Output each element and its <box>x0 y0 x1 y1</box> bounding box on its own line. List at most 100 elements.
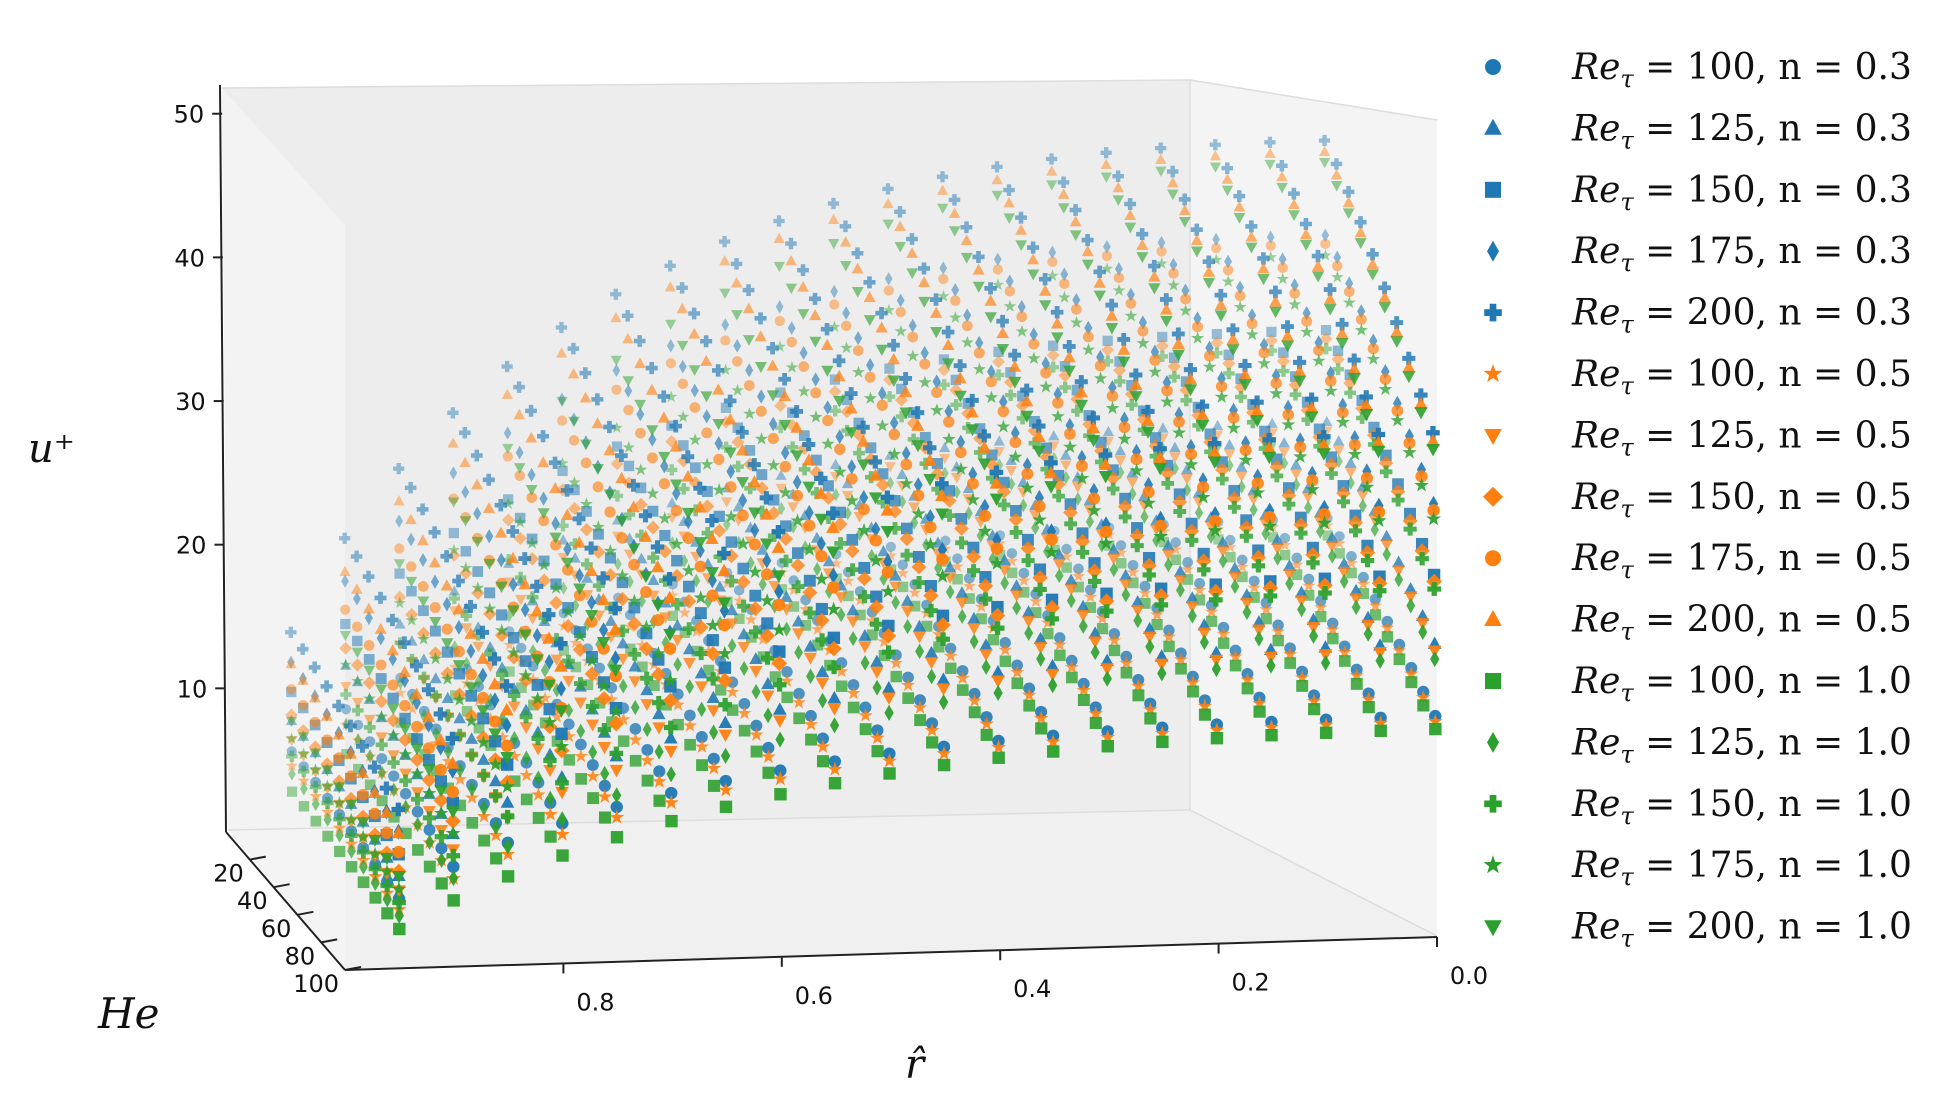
data-point <box>362 602 375 614</box>
data-point <box>1233 190 1246 202</box>
data-point <box>897 559 909 570</box>
data-point <box>471 536 484 548</box>
data-point <box>736 536 751 550</box>
data-point <box>1296 679 1309 692</box>
data-point <box>924 521 937 534</box>
data-point <box>1357 571 1369 583</box>
data-point <box>814 571 829 586</box>
data-point <box>1347 446 1363 461</box>
data-point <box>972 362 986 375</box>
data-point <box>1327 632 1339 645</box>
data-point <box>936 632 950 647</box>
data-point <box>1167 176 1179 188</box>
legend-marker <box>1487 732 1499 753</box>
data-point <box>1414 543 1430 559</box>
data-point <box>1108 644 1121 657</box>
data-point <box>1071 303 1082 315</box>
data-point <box>1306 693 1322 708</box>
data-point <box>549 481 562 494</box>
data-point <box>1114 455 1127 467</box>
data-point <box>760 568 774 581</box>
data-point <box>780 673 794 687</box>
data-point <box>1262 451 1277 465</box>
data-point <box>550 632 563 646</box>
data-point <box>803 574 816 587</box>
data-point <box>1106 482 1120 496</box>
data-point <box>436 852 447 868</box>
data-point <box>1015 324 1029 337</box>
data-point <box>611 384 622 395</box>
data-point <box>711 364 725 377</box>
data-point <box>556 456 569 469</box>
data-point <box>1222 264 1234 276</box>
data-point <box>1185 517 1198 530</box>
data-point <box>411 792 424 806</box>
data-point <box>399 699 411 712</box>
data-point <box>367 760 381 774</box>
legend-label: Reτ = 200, n = 0.5 <box>1571 600 1912 646</box>
data-point <box>423 823 436 836</box>
data-point <box>1033 710 1049 725</box>
data-point <box>616 712 631 726</box>
data-point <box>459 516 472 527</box>
data-point <box>683 580 695 593</box>
data-point <box>1337 480 1350 492</box>
he-tick-label: 40 <box>237 887 268 915</box>
data-point <box>433 733 448 746</box>
data-point <box>560 508 574 521</box>
data-point <box>1356 394 1368 406</box>
data-point <box>379 781 394 795</box>
data-point <box>532 811 545 824</box>
data-point <box>386 613 399 627</box>
data-point <box>846 533 859 546</box>
data-point <box>1065 417 1075 433</box>
legend-label: Reτ = 150, n = 0.5 <box>1571 477 1912 523</box>
data-point <box>1390 336 1404 348</box>
data-point <box>406 561 417 572</box>
data-point <box>1008 360 1022 372</box>
data-point <box>635 638 649 651</box>
data-point <box>924 603 938 618</box>
data-point <box>406 702 419 715</box>
data-point <box>998 476 1010 489</box>
data-point <box>393 922 406 936</box>
data-point <box>1048 245 1057 259</box>
data-point <box>923 453 937 466</box>
data-point <box>1257 262 1270 274</box>
data-point <box>1223 439 1236 450</box>
data-point <box>718 697 732 712</box>
data-point <box>694 739 710 753</box>
data-point <box>882 303 896 316</box>
data-point <box>868 455 882 469</box>
data-point <box>735 443 749 456</box>
data-point <box>503 426 512 440</box>
data-point <box>288 767 296 781</box>
data-point <box>745 632 757 643</box>
data-point <box>682 532 695 545</box>
data-point <box>954 461 968 476</box>
data-point <box>725 536 738 548</box>
data-point <box>1349 583 1363 596</box>
data-point <box>969 633 979 650</box>
data-point <box>1221 275 1235 287</box>
data-point <box>960 221 973 234</box>
data-point <box>768 653 782 666</box>
data-point <box>943 416 955 428</box>
data-point <box>1196 489 1211 504</box>
data-point <box>1115 540 1127 551</box>
data-point <box>791 580 805 594</box>
data-point <box>1332 363 1344 376</box>
data-point <box>884 272 893 286</box>
data-point <box>943 509 956 522</box>
data-point <box>758 577 767 592</box>
data-point <box>1269 295 1282 307</box>
data-point <box>1297 601 1307 618</box>
data-point <box>608 715 624 732</box>
data-point <box>466 817 479 829</box>
data-point <box>506 645 521 659</box>
data-point <box>1045 593 1059 607</box>
data-point <box>394 568 405 579</box>
data-point <box>1127 559 1139 571</box>
data-point <box>572 642 588 657</box>
data-point <box>955 670 970 685</box>
